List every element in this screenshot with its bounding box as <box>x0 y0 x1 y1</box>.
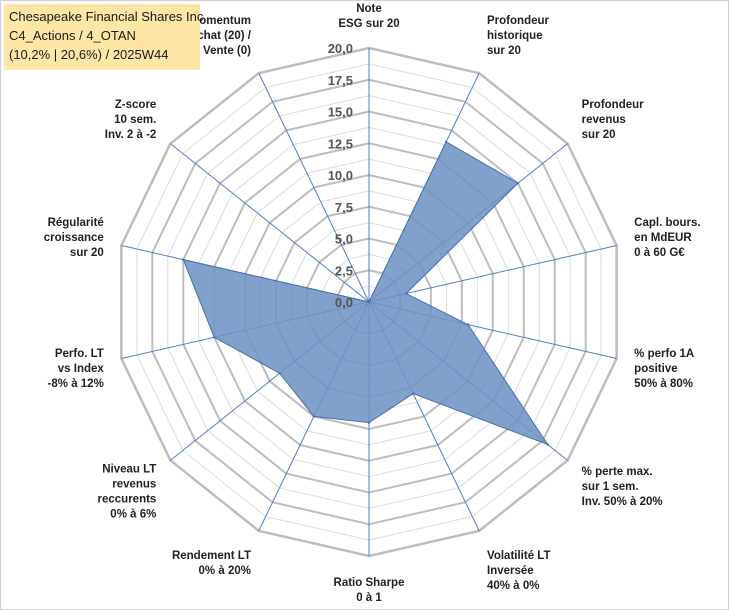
tick-label: 5,0 <box>335 232 353 247</box>
axis-label: Volatilité LT Inversée 40% à 0% <box>487 550 550 592</box>
data-point <box>546 443 549 446</box>
axis-label: Niveau LT revenus reccurents 0% à 6% <box>98 463 157 520</box>
portfolio-code: C4_Actions / 4_OTAN <box>9 28 136 43</box>
axis-label: Z-score 10 sem. Inv. 2 à -2 <box>105 99 157 141</box>
tick-label: 2,5 <box>335 263 353 278</box>
tick-label: 20,0 <box>328 41 353 56</box>
axis-label: Profondeur historique sur 20 <box>487 15 549 57</box>
axis-label: Ratio Sharpe 0 à 1 <box>334 577 405 604</box>
axis-label: Perfo. LT vs Index -8% à 12% <box>48 348 105 390</box>
axis-label: Capl. bours. en MdEUR 0 à 60 G€ <box>634 217 700 259</box>
data-point <box>213 336 216 339</box>
data-point <box>444 140 448 144</box>
axis-spoke <box>368 244 617 303</box>
tick-label: 7,5 <box>335 200 353 215</box>
tick-label: 0,0 <box>335 295 353 310</box>
tick-label: 10,0 <box>328 168 353 183</box>
axis-label: Note ESG sur 20 <box>338 3 399 30</box>
data-point <box>367 300 371 304</box>
performance-week: (10,2% | 20,6%) / 2025W44 <box>9 47 169 62</box>
tick-label: 12,5 <box>328 136 353 151</box>
data-point <box>516 182 520 185</box>
tick-label: 15,0 <box>328 105 353 120</box>
data-point <box>404 292 408 295</box>
data-point <box>411 392 415 395</box>
axis-label: Profondeur revenus sur 20 <box>582 99 644 141</box>
axis-label: Régularité croissance sur 20 <box>44 217 104 259</box>
data-point <box>182 258 185 261</box>
axis-label: % perfo 1A positive 50% à 80% <box>634 348 694 390</box>
company-name: Chesapeake Financial Shares Inc <box>9 9 204 24</box>
axis-label: Momentum Achat (20) / Vente (0) <box>189 15 252 57</box>
axis-spoke <box>170 143 370 303</box>
axis-label: Rendement LT 0% à 20% <box>172 550 251 577</box>
data-point <box>278 372 281 375</box>
data-point <box>466 323 470 326</box>
tick-label: 17,5 <box>328 73 353 88</box>
chart-title-box: Chesapeake Financial Shares Inc C4_Actio… <box>4 4 204 70</box>
data-point <box>312 415 316 418</box>
data-point <box>367 421 371 424</box>
axis-spoke <box>258 72 370 303</box>
axis-label: % perte max. sur 1 sem. Inv. 50% à 20% <box>582 466 663 508</box>
